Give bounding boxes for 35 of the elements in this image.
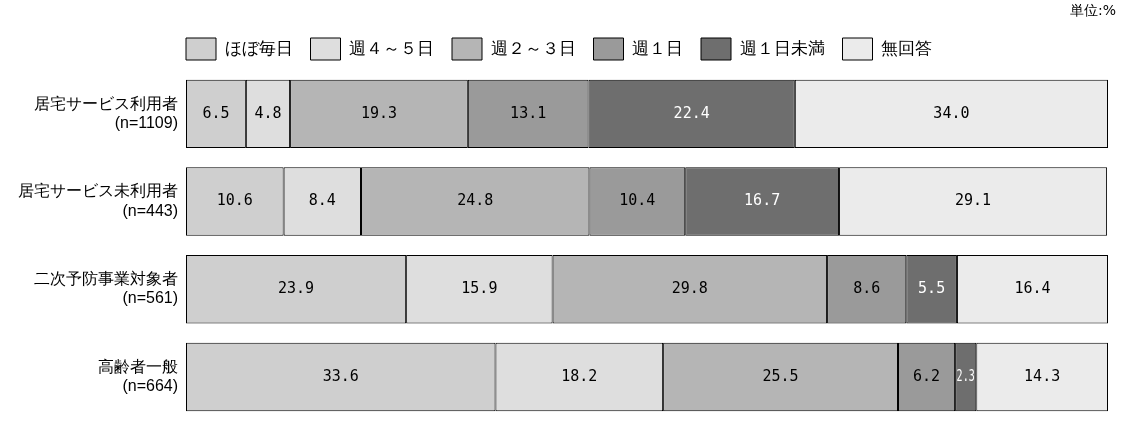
data-label: 14.3 [1024,366,1061,385]
data-label: 8.4 [308,191,336,210]
data-label: 10.6 [216,191,253,210]
y-tick-label: 居宅サービス利用者 (n=1109) [34,94,178,131]
y-tick-label: 高齢者一般 (n=664) [98,357,178,394]
data-label: 15.9 [461,279,498,298]
data-label: 6.5 [202,103,230,122]
data-label: 4.8 [254,103,282,122]
data-label: 16.4 [1014,279,1051,298]
data-label: 10.4 [619,191,656,210]
data-label: 13.1 [510,103,547,122]
data-label: 24.8 [457,191,494,210]
legend-label: ほぼ毎日 [224,38,293,58]
data-label: 6.2 [913,366,941,385]
data-label: 29.8 [671,279,708,298]
data-label: 19.3 [360,103,398,122]
data-label: 8.6 [853,279,881,298]
data-label: 29.1 [955,191,992,210]
data-label: 2.3 [956,366,975,385]
legend-label: 週１日 [632,38,683,58]
data-label: 25.5 [762,366,799,385]
legend-label: 週２～３日 [490,38,576,58]
legend-label: 無回答 [881,38,932,58]
data-label: 33.6 [322,366,359,385]
y-tick-label: 居宅サービス未利用者 (n=443) [18,182,178,219]
y-tick-label: 二次予防事業対象者 (n=561) [34,270,178,307]
data-label: 16.7 [744,191,781,210]
data-label: 18.2 [561,366,598,385]
data-label: 22.4 [673,103,710,122]
text: 単位:% [1069,2,1116,20]
legend-label: 週４～５日 [349,38,434,58]
data-label: 34.0 [933,103,970,122]
data-label: 5.5 [918,279,946,298]
data-label: 23.9 [278,279,315,298]
legend-label: 週１日未満 [739,38,825,58]
